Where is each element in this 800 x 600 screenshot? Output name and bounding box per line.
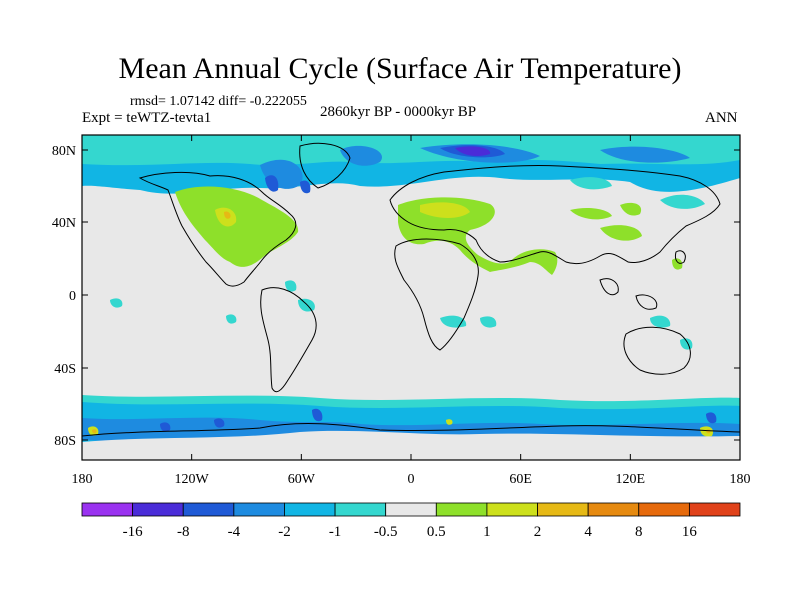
coastline-north-america [138, 171, 297, 287]
coastline-antarctica [82, 423, 740, 437]
colorbar-label: -1 [329, 524, 342, 540]
lon-label: 120W [175, 472, 210, 487]
arctic-blue-patches [260, 144, 690, 189]
map-plot-area [81, 134, 741, 461]
season-label: ANN [705, 110, 738, 126]
colorbar-label: 1 [483, 524, 491, 540]
siberia-cyan-patches [570, 177, 705, 209]
colorbar-swatch [182, 502, 235, 517]
lon-label: 120E [616, 472, 646, 487]
coastlines [82, 142, 740, 437]
map-title: Mean Annual Cycle (Surface Air Temperatu… [118, 52, 682, 85]
lon-label: 60E [509, 472, 532, 487]
stats-text: rmsd= 1.07142 diff= -0.222055 [130, 94, 307, 109]
colorbar-swatch [537, 502, 589, 517]
lon-label: 60W [288, 472, 316, 487]
lon-label: 0 [408, 472, 415, 487]
lon-label: 180 [72, 472, 93, 487]
coastline-africa [394, 238, 479, 351]
coastline-eurasia [389, 164, 721, 265]
colorbar-label: -8 [177, 524, 190, 540]
colorbar-swatch [688, 502, 741, 517]
coastline-australia [623, 326, 691, 375]
period-label: 2860kyr BP - 0000kyr BP [320, 104, 477, 120]
colorbar-label: 16 [682, 524, 698, 540]
colorbar-swatch [81, 502, 134, 517]
lat-label: 80S [54, 434, 76, 449]
colorbar-label: -2 [278, 524, 291, 540]
colorbar-swatch [132, 502, 184, 517]
colorbar-label: -16 [123, 524, 143, 540]
colorbar-label: 4 [584, 524, 592, 540]
coastline-greenland [299, 142, 351, 189]
antarctica-neutral [82, 430, 740, 460]
lat-label: 40S [54, 362, 76, 377]
colorbar-swatch [486, 502, 538, 517]
colorbar-swatch [385, 502, 437, 517]
temperature-anomaly-field [82, 135, 740, 460]
colorbar-swatch [334, 502, 387, 517]
experiment-label: Expt = teWTZ-tevta1 [82, 110, 212, 126]
north-america-orange [224, 211, 231, 219]
arctic-light-cyan-band [82, 135, 740, 166]
coastline-southeast-asia [599, 250, 686, 310]
asia-green-patches [570, 202, 683, 270]
colorbar-swatch [435, 502, 488, 517]
arctic-indigo-patch [455, 146, 491, 156]
colorbar-label: 0.5 [427, 524, 446, 540]
europe-yellow [420, 202, 470, 218]
longitude-axis: 180 120W 60W 0 60E 120E 180 [72, 135, 751, 487]
coastline-south-america [260, 287, 317, 393]
colorbar-label: 2 [534, 524, 542, 540]
lat-label: 40N [52, 216, 76, 231]
colorbar-swatch [587, 502, 640, 517]
colorbar-swatch [233, 502, 285, 517]
colorbar-label: -0.5 [374, 524, 398, 540]
colorbar-label: 8 [635, 524, 643, 540]
lat-label: 80N [52, 144, 76, 159]
colorbar-swatch [284, 502, 336, 517]
lat-label: 0 [69, 289, 76, 304]
lon-label: 180 [730, 472, 751, 487]
colorbar: -16 -8 -4 -2 -1 -0.5 0.5 1 2 4 8 16 [81, 502, 741, 540]
north-america-green [175, 186, 299, 267]
colorbar-swatch [638, 502, 690, 517]
colorbar-label: -4 [228, 524, 241, 540]
latitude-axis: 80N 40N 0 40S 80S [52, 144, 740, 449]
